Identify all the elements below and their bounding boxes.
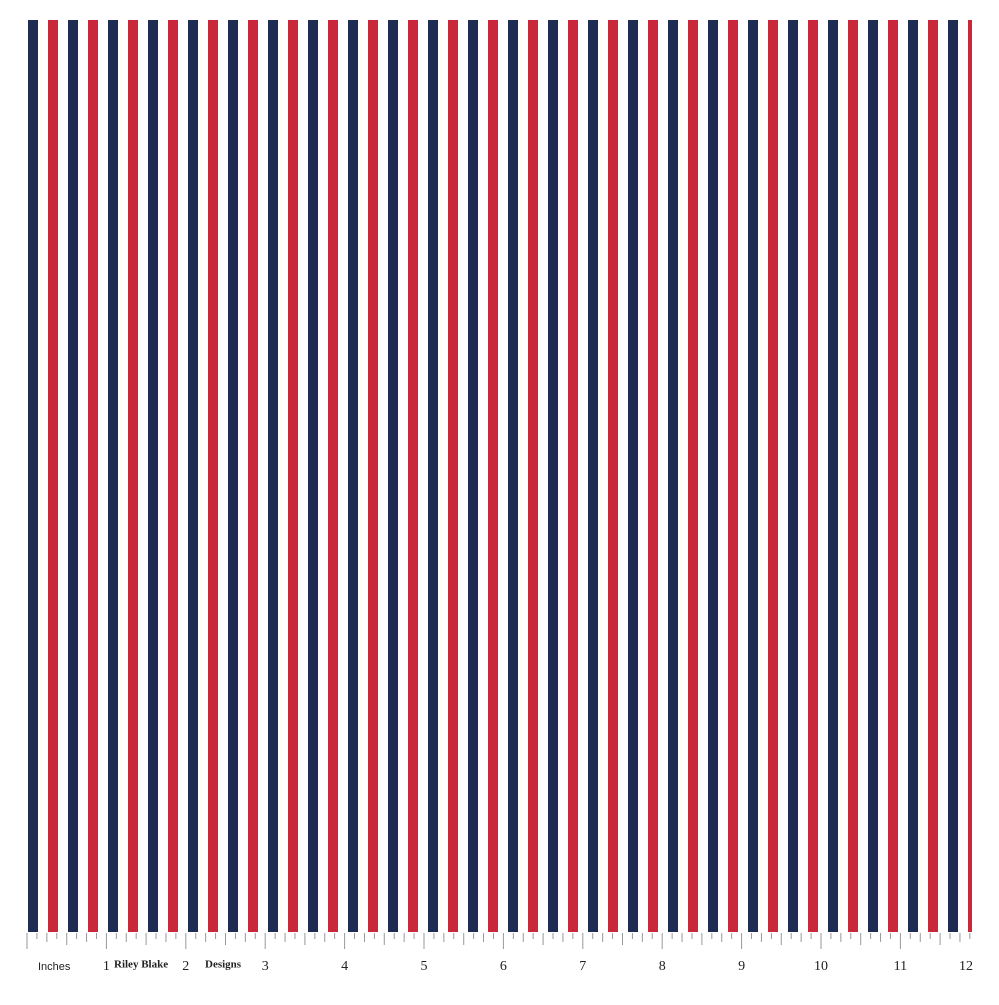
ruler-number: 1 [103, 959, 110, 974]
ruler-number: 11 [894, 959, 907, 974]
brand-text: Designs [205, 959, 242, 971]
ruler-number: 3 [262, 959, 269, 974]
ruler-number: 10 [814, 959, 828, 974]
unit-label: Inches [38, 961, 71, 973]
ruler-number: 5 [421, 959, 428, 974]
ruler-number: 12 [959, 959, 973, 974]
ruler-number: 4 [341, 959, 348, 974]
brand-text: Riley Blake [114, 959, 168, 971]
ruler-number: 7 [579, 959, 586, 974]
ruler-number: 2 [182, 959, 189, 974]
stripe-pattern [28, 20, 972, 932]
ruler-band [28, 932, 972, 982]
ruler-number: 8 [659, 959, 666, 974]
ruler-number: 6 [500, 959, 507, 974]
ruler-number: 9 [738, 959, 745, 974]
